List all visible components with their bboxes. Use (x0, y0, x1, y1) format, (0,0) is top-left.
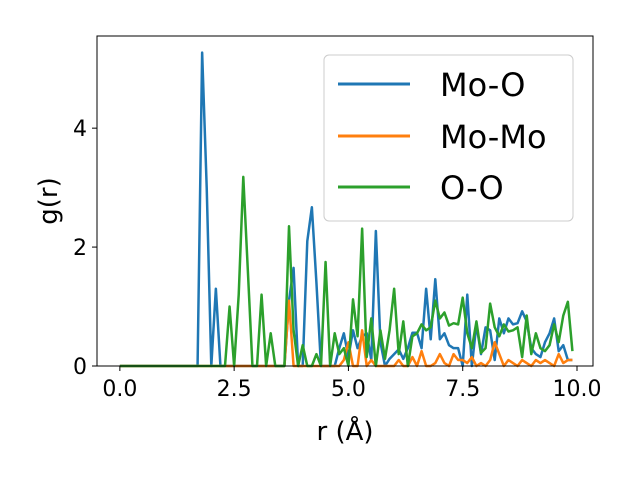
legend-label-mo-mo: Mo-Mo (440, 118, 547, 156)
legend-label-o-o: O-O (440, 169, 504, 207)
x-axis-label: r (Å) (316, 415, 373, 447)
y-tick-label: 4 (73, 117, 87, 142)
x-tick-label: 10.0 (553, 377, 602, 402)
x-tick-label: 0.0 (102, 377, 137, 402)
y-tick-label: 2 (73, 236, 87, 261)
x-tick-label: 2.5 (217, 377, 252, 402)
plot-area: 0.0 2.5 5.0 7.5 10.0 0 2 4 (73, 35, 601, 402)
legend-box (323, 54, 574, 222)
x-tick-label: 7.5 (445, 377, 480, 402)
y-axis-label: g(r) (34, 177, 64, 224)
legend-label-mo-o: Mo-O (440, 66, 525, 104)
x-tick-label: 5.0 (331, 377, 366, 402)
y-axis-ticks: 0 2 4 (73, 117, 97, 380)
x-axis-ticks: 0.0 2.5 5.0 7.5 10.0 (102, 366, 601, 402)
y-tick-label: 0 (73, 355, 87, 380)
axes-frame (96, 35, 594, 367)
legend: Mo-O Mo-Mo O-O (323, 54, 574, 222)
